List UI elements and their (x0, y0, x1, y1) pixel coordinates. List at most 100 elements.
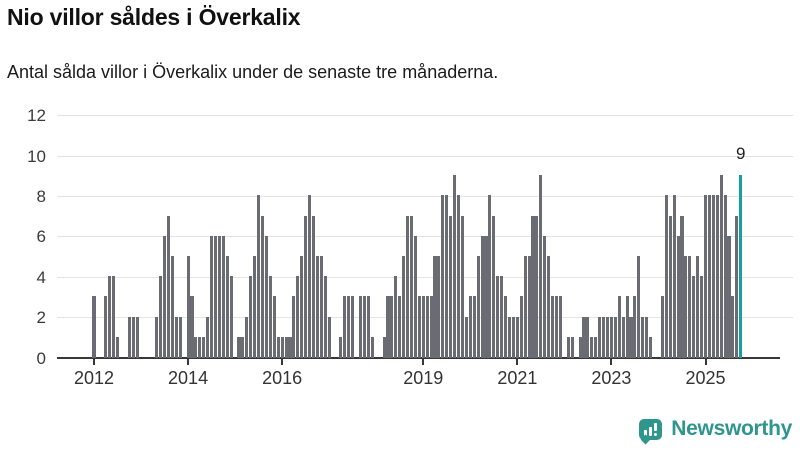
bar (460, 215, 464, 358)
bar (535, 215, 539, 358)
bar (104, 296, 108, 358)
bar (445, 195, 449, 358)
bar (531, 215, 535, 358)
bar (594, 336, 598, 358)
bar (429, 296, 433, 358)
bar (202, 336, 206, 358)
bar (288, 336, 292, 358)
bar (633, 296, 637, 358)
bar (598, 316, 602, 358)
bar (719, 175, 723, 358)
logo-bar-medium (649, 426, 653, 436)
bar (186, 256, 190, 358)
bar (261, 215, 265, 358)
highlight-value-label: 9 (736, 144, 746, 164)
bar (711, 195, 715, 358)
bar (437, 256, 441, 358)
bar (727, 235, 731, 358)
bar (237, 336, 241, 358)
bar (645, 316, 649, 358)
bar (296, 276, 300, 358)
bar (715, 195, 719, 358)
bar (402, 256, 406, 358)
gridline (57, 276, 793, 278)
bar (300, 256, 304, 358)
logo-bar-small (644, 429, 648, 436)
x-axis-tick-label: 2025 (685, 368, 726, 388)
bar (621, 316, 625, 358)
bar (257, 195, 261, 358)
bar (649, 336, 653, 358)
bar (539, 175, 543, 358)
bar (578, 336, 582, 358)
logo-exclamation (654, 422, 658, 436)
bar (268, 276, 272, 358)
bar (582, 316, 586, 358)
gridline (57, 317, 793, 319)
bar (504, 296, 508, 358)
bar (417, 296, 421, 358)
bar (166, 215, 170, 358)
bar (115, 336, 120, 358)
bar (480, 235, 484, 358)
newsworthy-wordmark: Newsworthy (671, 417, 792, 440)
bar (178, 316, 182, 358)
bar (413, 235, 417, 358)
bar (343, 296, 347, 358)
gridline (57, 115, 793, 117)
bar (351, 296, 355, 358)
bar (194, 336, 198, 358)
bar (339, 336, 343, 358)
bar (629, 316, 633, 358)
bar (284, 336, 288, 358)
y-axis-tick-label: 0 (36, 348, 46, 368)
bar (676, 235, 680, 358)
bar (641, 316, 645, 358)
bar (703, 195, 708, 358)
bar (362, 296, 366, 358)
bar (566, 336, 570, 358)
bar (370, 336, 374, 358)
gridline (57, 155, 793, 157)
bar (664, 195, 668, 358)
bar (264, 235, 268, 358)
bar (484, 235, 488, 358)
x-axis-tick-label: 2016 (262, 368, 303, 388)
bar (558, 296, 562, 358)
gridline (57, 236, 793, 238)
x-axis-tick-label: 2021 (497, 368, 538, 388)
y-axis-tick-label: 2 (36, 308, 46, 328)
x-axis-tick (187, 358, 190, 365)
x-axis-tick (610, 358, 613, 365)
bar (684, 256, 688, 358)
bar (637, 256, 641, 358)
bar (441, 195, 445, 358)
bar (409, 215, 414, 358)
bar (159, 276, 163, 358)
bar (308, 195, 312, 358)
bar (304, 215, 308, 358)
bar (500, 276, 504, 358)
y-axis-tick-label: 4 (36, 267, 46, 287)
bar (280, 336, 284, 358)
bar (241, 336, 245, 358)
bar (206, 316, 210, 358)
bar (468, 296, 472, 358)
x-axis-tick (516, 358, 519, 365)
bar (570, 336, 574, 358)
bar (394, 276, 398, 358)
bar (127, 316, 131, 358)
bar (496, 276, 500, 358)
bar (555, 296, 559, 358)
bar (547, 256, 551, 358)
bar (315, 256, 319, 358)
bar (731, 296, 735, 358)
bar (386, 296, 390, 358)
bar (210, 235, 214, 358)
chart-title: Nio villor såldes i Överkalix (7, 4, 301, 30)
bar (515, 316, 519, 358)
bar (723, 195, 727, 358)
bar (131, 316, 135, 358)
